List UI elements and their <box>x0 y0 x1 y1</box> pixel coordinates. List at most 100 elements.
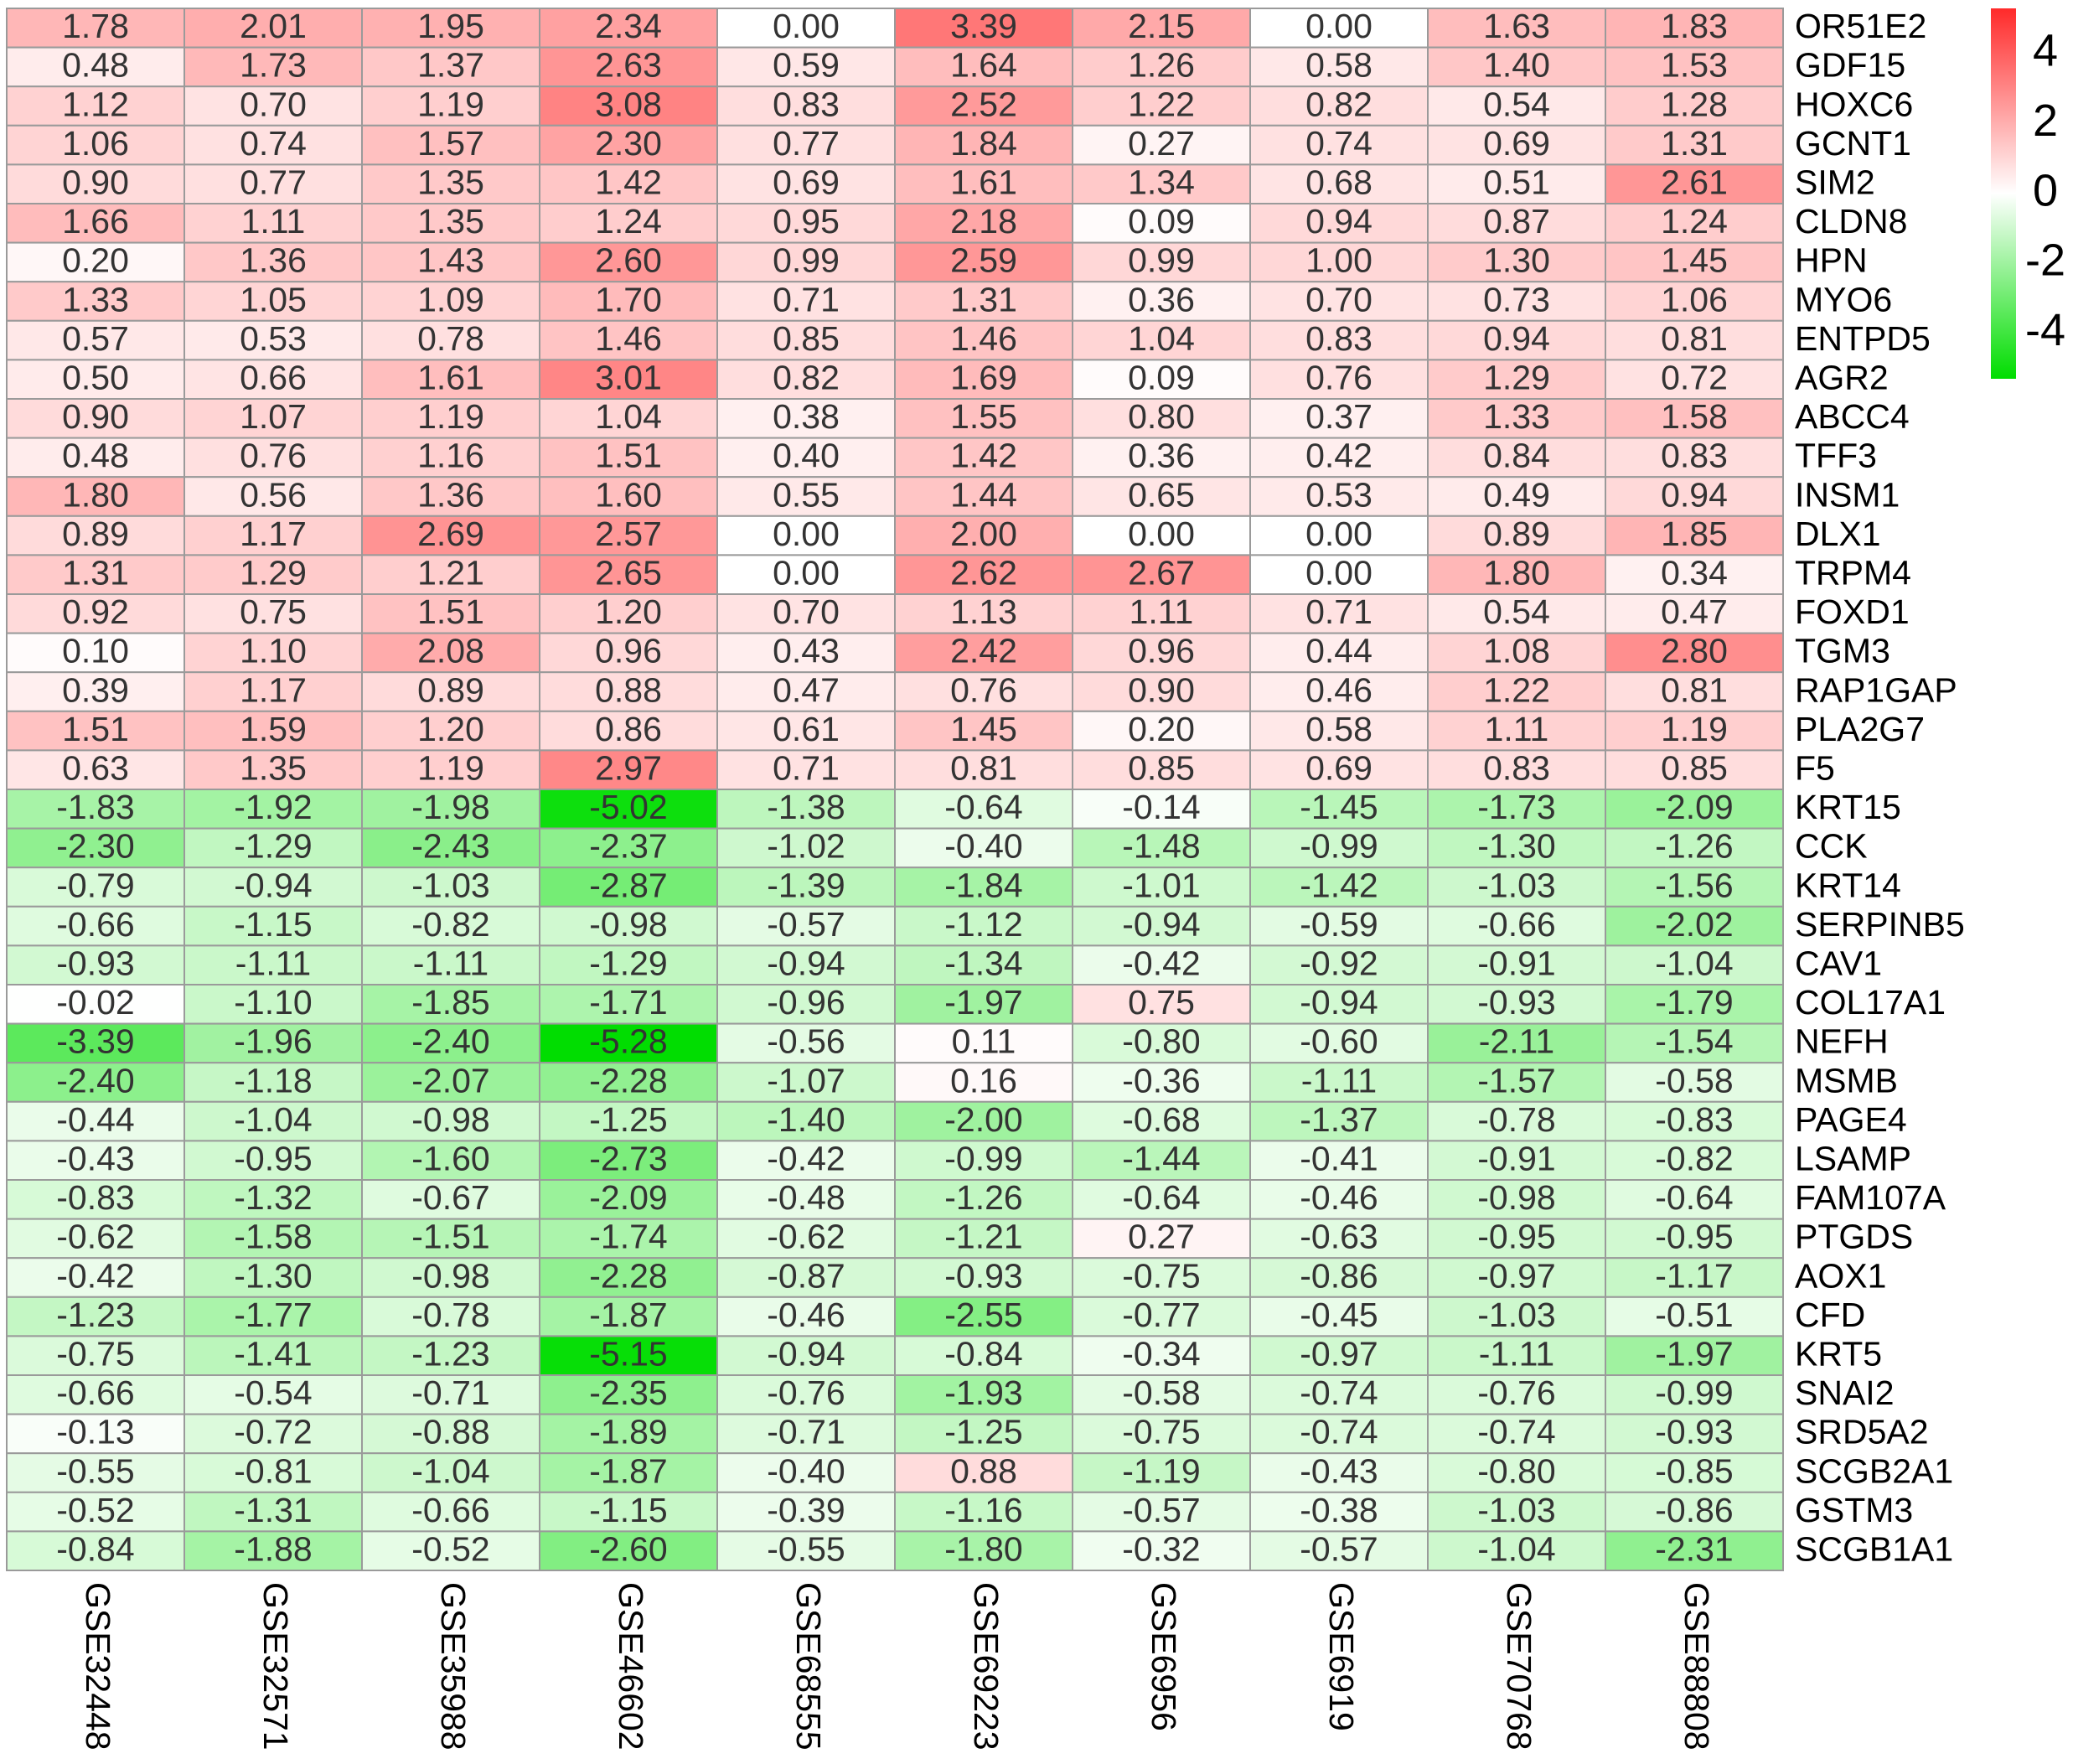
heatmap-cell <box>6 593 185 634</box>
cell-value-label: 0.96 <box>1128 632 1195 670</box>
cell-value-label: -0.64 <box>1655 1178 1733 1217</box>
heatmap-cell <box>716 437 896 479</box>
heatmap-cell <box>716 398 896 439</box>
cell-value-label: 0.83 <box>1483 749 1550 788</box>
cell-value-label: -0.67 <box>411 1178 489 1217</box>
cell-value-label: 2.18 <box>950 202 1017 241</box>
heatmap-cell <box>539 905 718 947</box>
heatmap-cell <box>1605 124 1784 166</box>
cell-value-label: 2.67 <box>1128 554 1195 592</box>
cell-value-label: -1.25 <box>944 1413 1022 1451</box>
heatmap-cell <box>894 437 1073 479</box>
cell-value-label: -0.93 <box>56 944 134 983</box>
heatmap-cell <box>1072 124 1251 166</box>
cell-value-label: 0.69 <box>1305 749 1373 788</box>
heatmap-cell <box>184 398 363 439</box>
row-label: INSM1 <box>1795 475 1900 514</box>
heatmap-cell <box>1427 984 1606 1025</box>
cell-value-label: -2.28 <box>589 1256 667 1295</box>
column-labels: GSE32448 GSE32571 GSE35988 GSE46602 GSE68555… <box>79 1582 1716 1751</box>
heatmap-cell <box>894 905 1073 947</box>
cell-value-label: 1.53 <box>1661 46 1728 85</box>
heatmap-cell <box>539 1374 718 1415</box>
heatmap-cell <box>184 710 363 752</box>
row-label: SERPINB5 <box>1795 905 1965 944</box>
cell-value-label: -0.43 <box>1300 1451 1378 1490</box>
cell-value-label: 0.59 <box>773 46 840 85</box>
cell-value-label: 0.90 <box>1128 670 1195 709</box>
cell-value-label: -2.28 <box>589 1061 667 1099</box>
heatmap-cell <box>184 1374 363 1415</box>
cell-value-label: -2.00 <box>944 1100 1022 1139</box>
cell-value-label: -0.82 <box>1655 1140 1733 1178</box>
cell-value-label: -1.48 <box>1122 827 1200 866</box>
heatmap-cell <box>1249 1218 1429 1260</box>
cell-value-label: -0.58 <box>1122 1373 1200 1412</box>
heatmap-cell <box>716 1062 896 1103</box>
cell-value-label: 1.30 <box>1483 241 1550 280</box>
cell-value-label: 0.54 <box>1483 85 1550 123</box>
row-label: FOXD1 <box>1795 592 1910 631</box>
heatmap-cell <box>1072 1140 1251 1182</box>
heatmap-cell <box>361 85 540 127</box>
cell-value-label: -0.42 <box>1122 944 1200 983</box>
heatmap-cell <box>539 398 718 439</box>
heatmap-cell <box>1427 866 1606 908</box>
heatmap-cell <box>1605 359 1784 400</box>
column-label: GSE32571 <box>256 1582 295 1751</box>
cell-value-label: 0.87 <box>1483 202 1550 241</box>
cell-value-label: 0.51 <box>1483 163 1550 202</box>
cell-value-label: 0.73 <box>1483 280 1550 318</box>
cell-value-label: 1.55 <box>950 397 1017 436</box>
cell-value-label: 1.35 <box>417 202 484 241</box>
heatmap-cell <box>184 46 363 88</box>
heatmap-cell <box>1072 46 1251 88</box>
cell-value-label: -1.26 <box>944 1178 1022 1217</box>
heatmap-cell <box>6 866 185 908</box>
heatmap-cell <box>1605 554 1784 596</box>
cell-value-label: 1.37 <box>417 46 484 85</box>
cell-value-label: -2.35 <box>589 1373 667 1412</box>
cell-value-label: -1.19 <box>1122 1451 1200 1490</box>
heatmap-cell <box>1072 866 1251 908</box>
cell-value-label: -1.37 <box>1300 1100 1378 1139</box>
row-label: AOX1 <box>1795 1256 1886 1295</box>
heatmap-cell <box>184 827 363 869</box>
heatmap-cell <box>894 241 1073 283</box>
row-label: CFD <box>1795 1296 1865 1334</box>
cell-value-label: -0.71 <box>767 1413 845 1451</box>
heatmap-cell <box>361 1296 540 1337</box>
heatmap-cell <box>894 1218 1073 1260</box>
heatmap-cell <box>716 866 896 908</box>
cell-value-label: 0.09 <box>1128 202 1195 241</box>
heatmap-cell <box>1249 476 1429 517</box>
heatmap-cell <box>1427 1335 1606 1377</box>
heatmap-cell <box>716 1452 896 1493</box>
cell-value-label: 0.20 <box>62 241 129 280</box>
heatmap-cell <box>894 281 1073 322</box>
heatmap-cell <box>361 281 540 322</box>
cell-value-label: 1.44 <box>950 475 1017 514</box>
cell-value-label: 0.42 <box>1305 437 1373 475</box>
heatmap-cell <box>539 281 718 322</box>
heatmap-cell <box>1427 905 1606 947</box>
heatmap-cell <box>539 1530 718 1572</box>
cell-value-label: -2.87 <box>589 866 667 904</box>
heatmap-cell <box>1605 1530 1784 1572</box>
heatmap-cell <box>716 163 896 204</box>
cell-value-label: -0.72 <box>234 1413 312 1451</box>
cell-value-label: -0.42 <box>767 1140 845 1178</box>
heatmap-cell <box>1072 1335 1251 1377</box>
heatmap-cell <box>1072 319 1251 361</box>
row-label: GCNT1 <box>1795 124 1911 163</box>
cell-value-label: 0.74 <box>1305 124 1373 163</box>
cell-value-label: 2.57 <box>595 515 662 553</box>
heatmap-cell <box>6 749 185 791</box>
cell-value-label: 2.34 <box>595 7 662 45</box>
cell-value-label: -1.21 <box>944 1218 1022 1256</box>
cell-value-label: 2.52 <box>950 85 1017 123</box>
heatmap-cell <box>6 984 185 1025</box>
cell-value-label: -0.45 <box>1300 1296 1378 1334</box>
heatmap-cell <box>1249 398 1429 439</box>
cell-value-label: 1.31 <box>62 554 129 592</box>
